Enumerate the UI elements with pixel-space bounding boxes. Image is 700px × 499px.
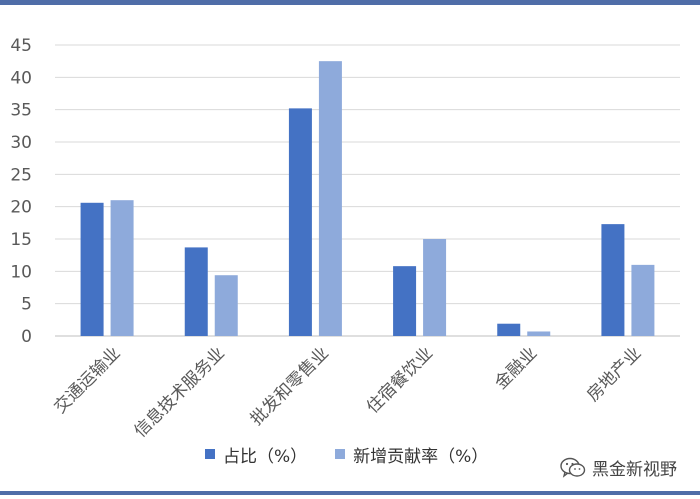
y-tick-label: 25 <box>10 165 32 185</box>
y-tick-label: 15 <box>10 230 32 250</box>
y-tick-label: 40 <box>10 68 32 88</box>
legend-swatch-series-2 <box>335 449 346 459</box>
y-tick-label: 30 <box>10 133 32 153</box>
bottom-border <box>0 491 700 495</box>
x-tick-label: 房地产业 <box>583 343 645 405</box>
y-tick-label: 10 <box>10 262 32 282</box>
y-tick-label: 20 <box>10 198 32 218</box>
bar-series-1 <box>80 202 104 336</box>
x-axis-labels: 交通运输业 信息技术服务业 批发和零售业 住宿餐饮业 金融业 房地产业 <box>50 343 645 441</box>
wechat-icon <box>560 457 586 478</box>
x-tick-label: 批发和零售业 <box>247 343 333 429</box>
legend-label-series-1: 占比（%） <box>223 446 308 467</box>
bar-series-2 <box>423 239 447 336</box>
legend: 占比（%） 新增贡献率（%） <box>205 440 516 468</box>
bar-series-1 <box>184 247 208 336</box>
bar-series-1 <box>601 224 625 336</box>
bar-series-1 <box>288 108 312 336</box>
watermark: 黑金新视野 <box>560 455 677 480</box>
y-axis-ticks: 0 5 10 15 20 25 30 35 40 45 <box>10 36 32 347</box>
bar-series-2 <box>110 200 134 336</box>
watermark-text: 黑金新视野 <box>592 460 677 480</box>
bar-series-1 <box>393 266 417 336</box>
legend-swatch-series-1 <box>205 449 215 459</box>
legend-item-series-2: 新增贡献率（%） <box>335 442 488 467</box>
bar-series-2 <box>318 61 342 337</box>
y-tick-label: 45 <box>10 36 32 56</box>
x-tick-label: 信息技术服务业 <box>130 343 228 441</box>
legend-label-series-2: 新增贡献率（%） <box>353 446 489 467</box>
legend-item-series-1: 占比（%） <box>205 442 307 467</box>
y-tick-label: 5 <box>21 295 32 315</box>
y-tick-label: 35 <box>10 101 32 121</box>
bar-series-2 <box>631 264 655 336</box>
top-border <box>0 0 700 5</box>
gridlines <box>55 44 680 337</box>
x-tick-label: 交通运输业 <box>50 343 124 417</box>
y-tick-label: 0 <box>21 327 32 347</box>
x-tick-label: 金融业 <box>491 343 541 393</box>
x-tick-label: 住宿餐饮业 <box>363 343 437 417</box>
bar-series-1 <box>497 323 521 336</box>
bar-series-2 <box>214 275 238 336</box>
bar-series-2 <box>527 331 551 336</box>
bars <box>80 61 655 337</box>
